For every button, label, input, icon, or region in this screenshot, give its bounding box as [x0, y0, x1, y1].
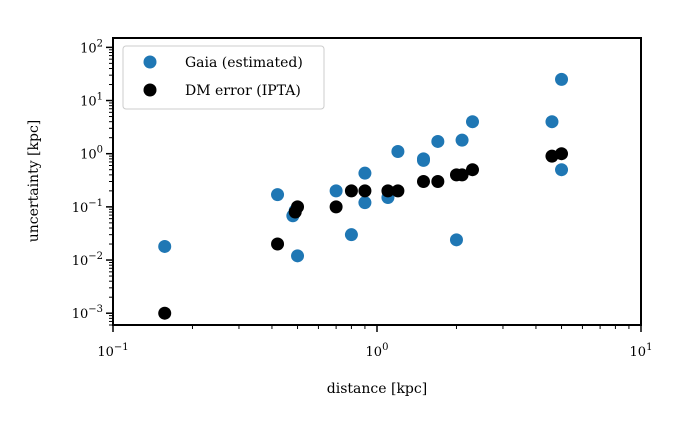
gaia-point: [431, 134, 445, 148]
gaia-point: [329, 184, 343, 198]
legend-label-gaia: Gaia (estimated): [185, 55, 303, 71]
dm-error-point: [416, 175, 430, 188]
dm-error-point: [291, 200, 305, 214]
gaia-point: [358, 196, 372, 210]
legend-box: [122, 45, 325, 110]
y-axis-label: uncertainty [kpc]: [26, 120, 42, 243]
gaia-point: [158, 239, 172, 253]
gaia-point: [358, 166, 372, 180]
dm-error-point: [555, 147, 569, 161]
gaia-point: [455, 133, 469, 147]
gaia-point: [344, 228, 358, 242]
gaia-point: [545, 115, 559, 129]
y-tick-label: 102: [80, 38, 103, 56]
gaia-point: [271, 188, 285, 202]
dm-error-point: [465, 163, 479, 177]
dm-error-point: [329, 200, 343, 214]
y-tick-label: 101: [80, 92, 103, 110]
legend-marker-dm-error: [143, 83, 157, 97]
gaia-point: [449, 233, 463, 247]
x-tick-label: 10−1: [97, 342, 128, 360]
dm-error-point: [344, 184, 358, 198]
gaia-point: [555, 72, 569, 86]
dm-error-point: [391, 184, 405, 198]
gaia-point: [416, 153, 430, 167]
gaia-point: [291, 249, 305, 263]
gaia-point: [391, 144, 405, 158]
dm-error-point: [158, 306, 172, 320]
dm-error-point: [271, 237, 285, 251]
y-tick-label: 10−1: [72, 198, 103, 216]
data-points: [158, 72, 569, 320]
gaia-point: [465, 115, 479, 129]
gaia-point: [555, 163, 569, 177]
dm-error-point: [455, 168, 469, 182]
plot-frame: [112, 37, 642, 326]
y-tick-label: 100: [80, 145, 103, 163]
dm-error-point: [431, 175, 445, 188]
x-axis-label: distance [kpc]: [327, 381, 427, 397]
dm-error-point: [358, 184, 372, 198]
legend-label-dm-error: DM error (IPTA): [185, 83, 301, 99]
x-tick-label: 100: [366, 342, 389, 360]
y-tick-label: 10−2: [72, 251, 103, 269]
y-tick-label: 10−3: [72, 304, 103, 322]
legend-marker-gaia: [143, 55, 157, 69]
legend: Gaia (estimated) DM error (IPTA): [122, 45, 325, 110]
major-ticks: [106, 46, 642, 332]
x-tick-label: 101: [630, 342, 653, 360]
dm-error-point: [381, 184, 395, 198]
